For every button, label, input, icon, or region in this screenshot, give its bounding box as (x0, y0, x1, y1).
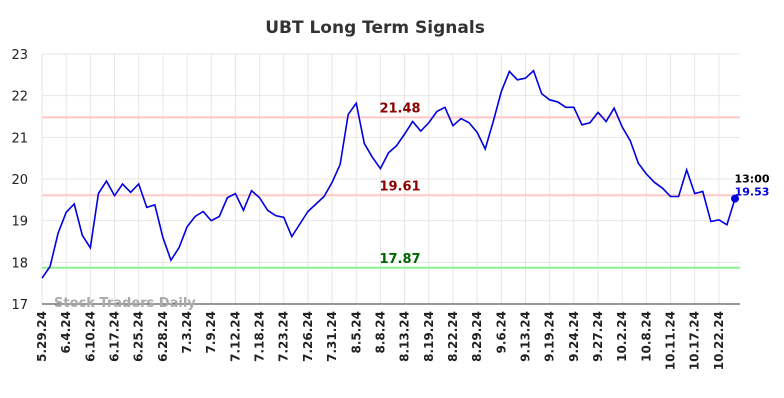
x-tick-label: 8.5.24 (349, 311, 363, 354)
x-tick-label: 10.8.24 (639, 311, 653, 362)
x-tick-label: 7.3.24 (180, 311, 194, 354)
x-tick-label: 6.28.24 (156, 311, 170, 362)
x-tick-label: 8.8.24 (373, 311, 387, 354)
x-tick-label: 7.12.24 (228, 311, 242, 362)
reference-label: 17.87 (379, 252, 420, 267)
x-tick-label: 10.11.24 (664, 311, 678, 370)
reference-label: 21.48 (379, 101, 420, 116)
y-tick-label: 23 (11, 48, 28, 63)
y-tick-label: 22 (11, 90, 28, 105)
x-tick-label: 9.24.24 (567, 311, 581, 362)
x-tick-label: 8.29.24 (470, 311, 484, 362)
x-tick-label: 6.10.24 (83, 311, 97, 362)
x-tick-label: 9.13.24 (518, 311, 532, 362)
last-point (731, 194, 739, 203)
y-tick-label: 17 (11, 298, 28, 313)
x-tick-label: 7.23.24 (277, 311, 291, 362)
x-tick-label: 8.19.24 (422, 311, 436, 362)
x-tick-label: 10.2.24 (615, 311, 629, 362)
x-tick-label: 6.25.24 (132, 311, 146, 362)
x-tick-label: 6.4.24 (59, 311, 73, 354)
watermark: Stock Traders Daily (54, 296, 196, 311)
y-tick-label: 19 (11, 215, 28, 230)
x-tick-label: 9.6.24 (494, 311, 508, 354)
y-tick-label: 18 (11, 256, 28, 271)
x-tick-label: 7.26.24 (301, 311, 315, 362)
x-tick-label: 8.22.24 (446, 311, 460, 362)
x-tick-label: 7.31.24 (325, 311, 339, 362)
line (41, 69, 736, 279)
x-tick-label: 6.17.24 (108, 311, 122, 362)
x-tick-label: 8.13.24 (398, 311, 412, 362)
x-tick-label: 9.27.24 (591, 311, 605, 362)
x-tick-label: 9.19.24 (543, 311, 557, 362)
last-value: 19.53 (735, 186, 770, 199)
chart-title: UBT Long Term Signals (265, 18, 485, 38)
y-tick-label: 21 (11, 131, 28, 146)
x-tick-label: 7.9.24 (204, 311, 218, 354)
x-tick-label: 10.17.24 (688, 311, 702, 370)
x-tick-label: 7.18.24 (253, 311, 267, 362)
reference-label: 19.61 (379, 179, 420, 194)
last-time: 13:00 (734, 173, 769, 186)
y-tick-label: 20 (11, 173, 28, 188)
x-tick-label: 10.22.24 (712, 311, 726, 370)
x-tick-label: 5.29.24 (35, 311, 49, 362)
